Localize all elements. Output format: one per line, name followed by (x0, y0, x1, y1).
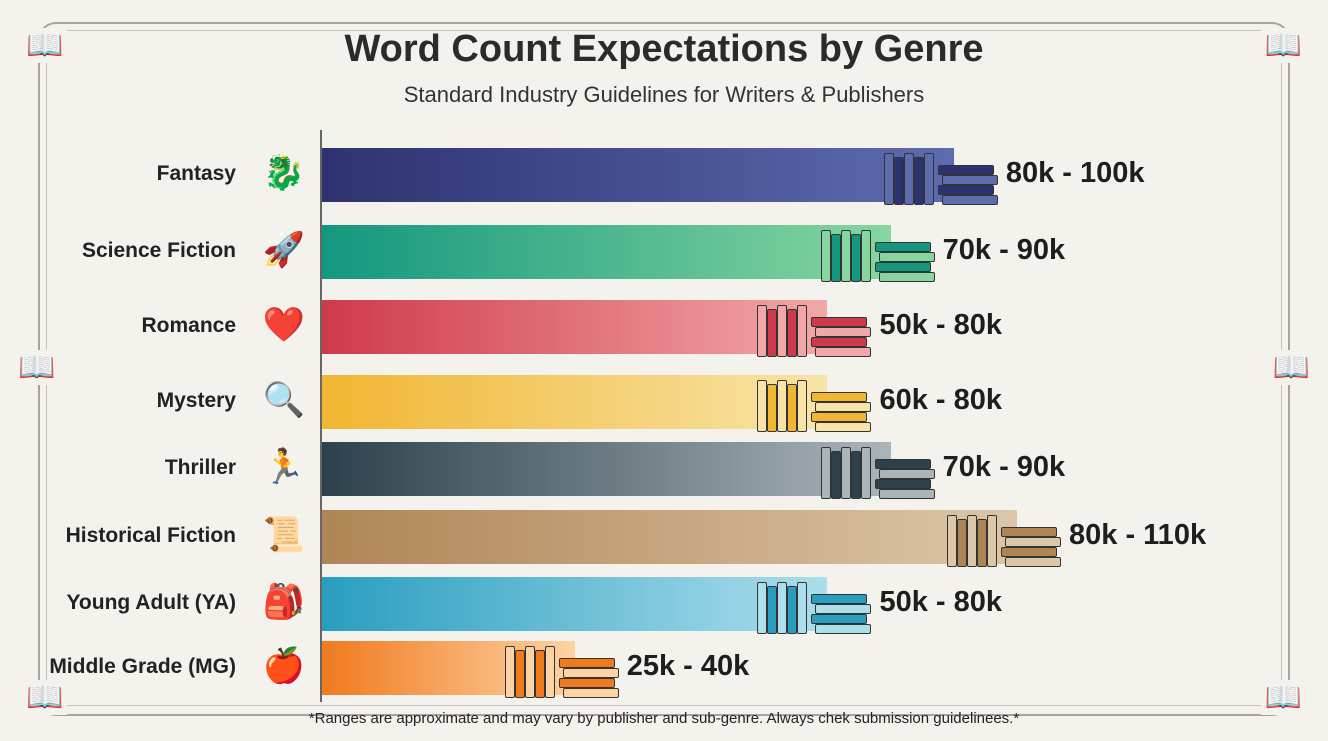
runner-icon: 🏃 (262, 448, 306, 486)
range-label: 70k - 90k (942, 451, 1066, 483)
book-icon: 📖 (22, 28, 68, 63)
backpack-icon: 🎒 (262, 583, 306, 621)
footnote: *Ranges are approximate and may vary by … (308, 710, 1020, 727)
category-label: Middle Grade (MG) (49, 655, 236, 678)
apple-icon: 🍎 (262, 647, 306, 685)
range-label: 70k - 90k (942, 234, 1066, 266)
book-icon: 📖 (1268, 350, 1314, 385)
range-label: 60k - 80k (879, 384, 1002, 416)
bar-mystery (322, 375, 828, 429)
bar-romance (322, 300, 828, 354)
rocket-icon: 🚀 (262, 231, 306, 269)
book-icon: 📖 (1260, 680, 1306, 715)
chart-title: Word Count Expectations by Genre (344, 28, 984, 70)
heart-icon: ❤️ (262, 306, 306, 344)
bar-historical-fiction (322, 510, 1017, 564)
book-icon: 📖 (1260, 28, 1306, 63)
bar-science-fiction (322, 225, 891, 279)
bar-thriller (322, 442, 891, 496)
y-axis-line (320, 130, 322, 702)
category-label: Romance (141, 314, 236, 337)
magnifier-icon: 🔍 (262, 381, 306, 419)
category-label: Mystery (156, 389, 236, 412)
category-label: Young Adult (YA) (66, 591, 236, 614)
range-label: 50k - 80k (879, 309, 1002, 341)
book-icon: 📖 (14, 350, 60, 385)
dragon-icon: 🐉 (262, 154, 306, 192)
range-label: 80k - 110k (1069, 519, 1207, 551)
category-label: Historical Fiction (65, 524, 236, 547)
bar-fantasy (322, 148, 954, 202)
range-label: 25k - 40k (626, 650, 750, 682)
bar-young-adult-ya (322, 577, 828, 631)
book-icon: 📖 (22, 680, 68, 715)
range-label: 80k - 100k (1005, 157, 1145, 189)
scroll-icon: 📜 (262, 516, 306, 554)
range-label: 50k - 80k (879, 586, 1002, 618)
chart-subtitle: Standard Industry Guidelines for Writers… (403, 82, 925, 107)
category-label: Science Fiction (81, 239, 236, 262)
category-label: Thriller (164, 456, 236, 479)
category-label: Fantasy (156, 162, 236, 185)
